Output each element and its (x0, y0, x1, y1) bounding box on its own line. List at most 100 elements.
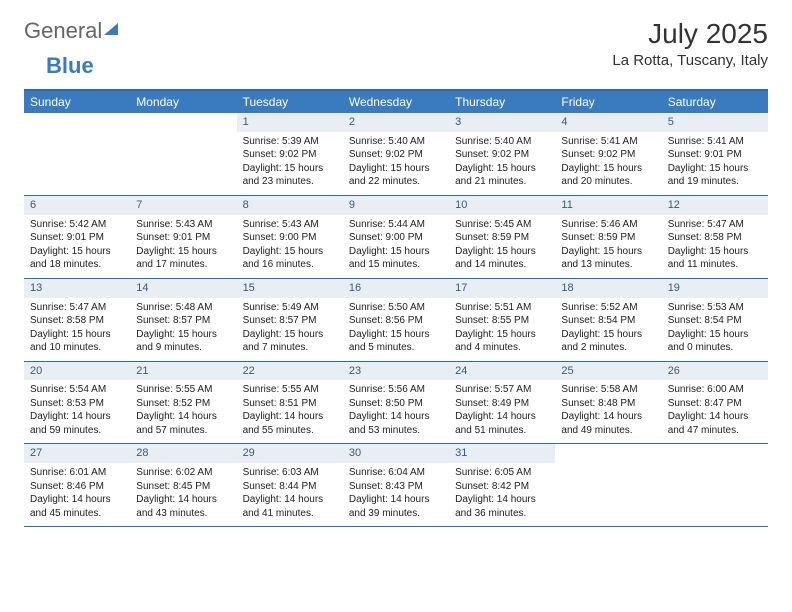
day-number: 12 (662, 196, 768, 215)
location: La Rotta, Tuscany, Italy (612, 52, 768, 69)
daylight-text: Daylight: 14 hours and 51 minutes. (455, 410, 549, 437)
sunset-text: Sunset: 8:59 PM (455, 231, 549, 245)
logo: General (24, 18, 118, 44)
day-content: Sunrise: 6:03 AMSunset: 8:44 PMDaylight:… (237, 463, 343, 526)
sunrise-text: Sunrise: 6:05 AM (455, 466, 549, 480)
sunrise-text: Sunrise: 5:56 AM (349, 383, 443, 397)
day-number: 28 (130, 444, 236, 463)
sunset-text: Sunset: 9:01 PM (30, 231, 124, 245)
day-content: Sunrise: 6:02 AMSunset: 8:45 PMDaylight:… (130, 463, 236, 526)
sunrise-text: Sunrise: 5:49 AM (243, 301, 337, 315)
day-content: Sunrise: 5:47 AMSunset: 8:58 PMDaylight:… (662, 215, 768, 278)
day-content: Sunrise: 5:51 AMSunset: 8:55 PMDaylight:… (449, 298, 555, 361)
daylight-text: Daylight: 15 hours and 16 minutes. (243, 245, 337, 272)
sunrise-text: Sunrise: 5:44 AM (349, 218, 443, 232)
daylight-text: Daylight: 14 hours and 45 minutes. (30, 493, 124, 520)
daylight-text: Daylight: 14 hours and 59 minutes. (30, 410, 124, 437)
sunset-text: Sunset: 8:58 PM (668, 231, 762, 245)
dow-thu: Thursday (449, 91, 555, 113)
day-number: 3 (449, 113, 555, 132)
day-content: Sunrise: 5:52 AMSunset: 8:54 PMDaylight:… (555, 298, 661, 361)
sunset-text: Sunset: 8:55 PM (455, 314, 549, 328)
day-number: 16 (343, 279, 449, 298)
day-content: Sunrise: 5:47 AMSunset: 8:58 PMDaylight:… (24, 298, 130, 361)
logo-text-2: Blue (46, 53, 94, 78)
day-number: 11 (555, 196, 661, 215)
day-cell: 25Sunrise: 5:58 AMSunset: 8:48 PMDayligh… (555, 362, 661, 444)
day-cell: 28Sunrise: 6:02 AMSunset: 8:45 PMDayligh… (130, 444, 236, 526)
sunrise-text: Sunrise: 5:39 AM (243, 135, 337, 149)
sunset-text: Sunset: 8:54 PM (668, 314, 762, 328)
day-number: 19 (662, 279, 768, 298)
daylight-text: Daylight: 15 hours and 19 minutes. (668, 162, 762, 189)
sunset-text: Sunset: 8:42 PM (455, 480, 549, 494)
sunset-text: Sunset: 8:46 PM (30, 480, 124, 494)
daylight-text: Daylight: 15 hours and 18 minutes. (30, 245, 124, 272)
day-cell: 16Sunrise: 5:50 AMSunset: 8:56 PMDayligh… (343, 279, 449, 361)
daylight-text: Daylight: 15 hours and 17 minutes. (136, 245, 230, 272)
logo-text-1: General (24, 18, 102, 44)
day-cell: 23Sunrise: 5:56 AMSunset: 8:50 PMDayligh… (343, 362, 449, 444)
daylight-text: Daylight: 15 hours and 5 minutes. (349, 328, 443, 355)
daylight-text: Daylight: 14 hours and 55 minutes. (243, 410, 337, 437)
day-number: 15 (237, 279, 343, 298)
day-number: 26 (662, 362, 768, 381)
sunrise-text: Sunrise: 6:02 AM (136, 466, 230, 480)
week-row: 6Sunrise: 5:42 AMSunset: 9:01 PMDaylight… (24, 196, 768, 279)
day-cell: 8Sunrise: 5:43 AMSunset: 9:00 PMDaylight… (237, 196, 343, 278)
sunrise-text: Sunrise: 6:00 AM (668, 383, 762, 397)
sunset-text: Sunset: 8:50 PM (349, 397, 443, 411)
daylight-text: Daylight: 15 hours and 14 minutes. (455, 245, 549, 272)
day-cell: 17Sunrise: 5:51 AMSunset: 8:55 PMDayligh… (449, 279, 555, 361)
day-content: Sunrise: 5:41 AMSunset: 9:02 PMDaylight:… (555, 132, 661, 195)
dow-wed: Wednesday (343, 91, 449, 113)
day-number: 9 (343, 196, 449, 215)
sunset-text: Sunset: 9:00 PM (243, 231, 337, 245)
daylight-text: Daylight: 15 hours and 22 minutes. (349, 162, 443, 189)
day-number: 1 (237, 113, 343, 132)
day-number-blank (130, 113, 236, 132)
sunset-text: Sunset: 8:57 PM (243, 314, 337, 328)
sunrise-text: Sunrise: 6:03 AM (243, 466, 337, 480)
sunrise-text: Sunrise: 5:55 AM (136, 383, 230, 397)
sunset-text: Sunset: 9:01 PM (136, 231, 230, 245)
daylight-text: Daylight: 14 hours and 57 minutes. (136, 410, 230, 437)
day-cell: 26Sunrise: 6:00 AMSunset: 8:47 PMDayligh… (662, 362, 768, 444)
week-row: 1Sunrise: 5:39 AMSunset: 9:02 PMDaylight… (24, 113, 768, 196)
sunrise-text: Sunrise: 5:41 AM (668, 135, 762, 149)
day-content: Sunrise: 5:53 AMSunset: 8:54 PMDaylight:… (662, 298, 768, 361)
sunset-text: Sunset: 8:59 PM (561, 231, 655, 245)
sunset-text: Sunset: 8:48 PM (561, 397, 655, 411)
day-number: 22 (237, 362, 343, 381)
sunrise-text: Sunrise: 6:01 AM (30, 466, 124, 480)
sunset-text: Sunset: 8:51 PM (243, 397, 337, 411)
day-content: Sunrise: 5:58 AMSunset: 8:48 PMDaylight:… (555, 380, 661, 443)
daylight-text: Daylight: 14 hours and 41 minutes. (243, 493, 337, 520)
sunrise-text: Sunrise: 5:40 AM (455, 135, 549, 149)
day-cell: 22Sunrise: 5:55 AMSunset: 8:51 PMDayligh… (237, 362, 343, 444)
day-content: Sunrise: 5:40 AMSunset: 9:02 PMDaylight:… (343, 132, 449, 195)
sunset-text: Sunset: 8:54 PM (561, 314, 655, 328)
day-number: 7 (130, 196, 236, 215)
daylight-text: Daylight: 14 hours and 36 minutes. (455, 493, 549, 520)
day-content: Sunrise: 5:57 AMSunset: 8:49 PMDaylight:… (449, 380, 555, 443)
day-cell: 24Sunrise: 5:57 AMSunset: 8:49 PMDayligh… (449, 362, 555, 444)
sunset-text: Sunset: 8:49 PM (455, 397, 549, 411)
daylight-text: Daylight: 15 hours and 15 minutes. (349, 245, 443, 272)
week-row: 13Sunrise: 5:47 AMSunset: 8:58 PMDayligh… (24, 279, 768, 362)
day-number-blank (662, 444, 768, 463)
day-number: 5 (662, 113, 768, 132)
day-cell: 11Sunrise: 5:46 AMSunset: 8:59 PMDayligh… (555, 196, 661, 278)
day-content: Sunrise: 5:40 AMSunset: 9:02 PMDaylight:… (449, 132, 555, 195)
day-number-blank (555, 444, 661, 463)
daylight-text: Daylight: 14 hours and 49 minutes. (561, 410, 655, 437)
daylight-text: Daylight: 15 hours and 21 minutes. (455, 162, 549, 189)
day-number-blank (24, 113, 130, 132)
day-content: Sunrise: 6:01 AMSunset: 8:46 PMDaylight:… (24, 463, 130, 526)
day-cell (24, 113, 130, 195)
day-cell: 29Sunrise: 6:03 AMSunset: 8:44 PMDayligh… (237, 444, 343, 526)
day-cell: 18Sunrise: 5:52 AMSunset: 8:54 PMDayligh… (555, 279, 661, 361)
sunrise-text: Sunrise: 5:40 AM (349, 135, 443, 149)
day-content: Sunrise: 5:41 AMSunset: 9:01 PMDaylight:… (662, 132, 768, 195)
day-content: Sunrise: 5:48 AMSunset: 8:57 PMDaylight:… (130, 298, 236, 361)
